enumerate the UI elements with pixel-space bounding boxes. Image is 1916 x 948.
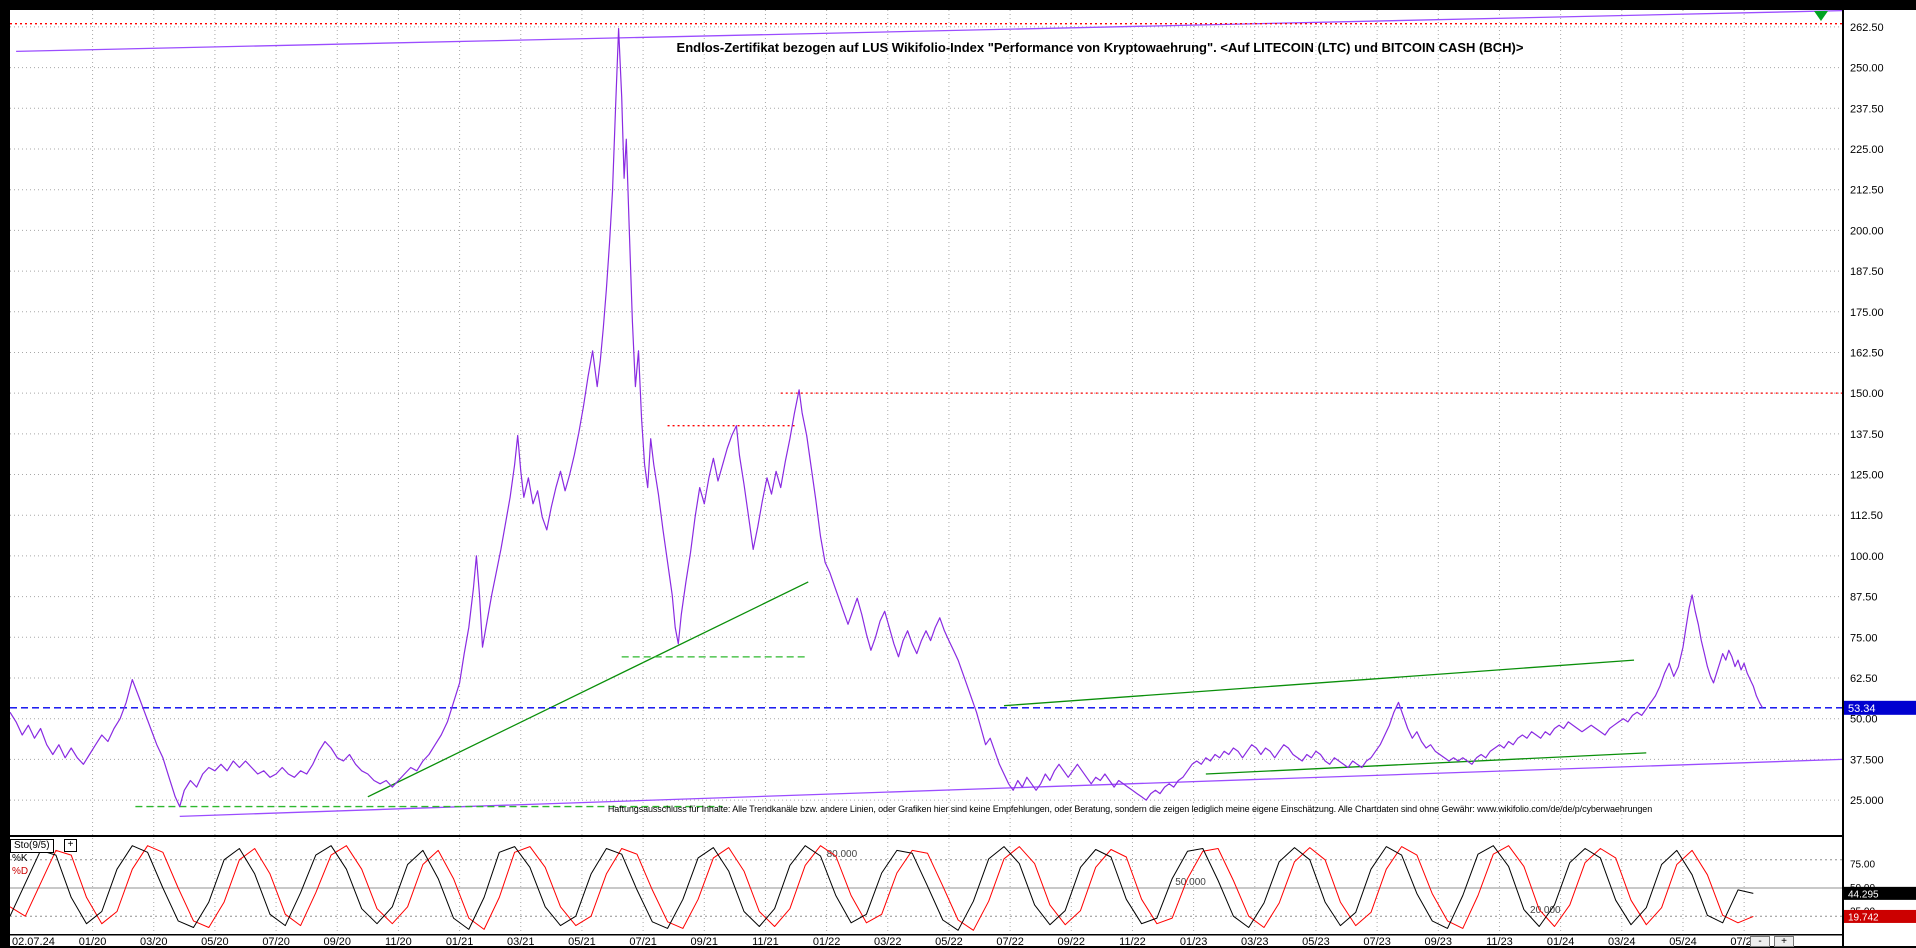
indicator-expand-button[interactable]: +: [64, 839, 77, 852]
svg-text:75.00: 75.00: [1850, 632, 1878, 644]
stochastic-d-label: %D: [12, 866, 29, 877]
gridlines: [10, 10, 1842, 935]
svg-text:50.00: 50.00: [1850, 714, 1878, 726]
chart-title: Endlos-Zertifikat bezogen auf LUS Wikifo…: [676, 40, 1524, 55]
stochastic-level-label: 20.000: [1530, 905, 1561, 916]
svg-text:07/20: 07/20: [262, 936, 290, 948]
svg-text:09/20: 09/20: [323, 936, 351, 948]
svg-text:01/23: 01/23: [1180, 936, 1208, 948]
svg-text:200.00: 200.00: [1850, 225, 1884, 237]
disclaimer-text: Haftungsausschluss für Inhalte: Alle Tre…: [607, 804, 1653, 814]
svg-text:05/20: 05/20: [201, 936, 229, 948]
svg-text:07/22: 07/22: [996, 936, 1024, 948]
svg-text:37.500: 37.500: [1850, 754, 1884, 766]
svg-text:125.00: 125.00: [1850, 470, 1884, 482]
svg-text:09/23: 09/23: [1425, 936, 1453, 948]
x-axis-labels: 01/20 03/20 05/20 07/20 09/20 11/20 01/21 03/21…: [79, 936, 1758, 948]
svg-text:175.00: 175.00: [1850, 307, 1884, 319]
svg-text:09/21: 09/21: [690, 936, 718, 948]
svg-text:03/22: 03/22: [874, 936, 902, 948]
svg-text:19.742: 19.742: [1848, 912, 1879, 923]
svg-text:44.295: 44.295: [1848, 889, 1879, 900]
chart-plot-area[interactable]: [10, 10, 1842, 946]
stochastic-level-label: 50.000: [1175, 877, 1206, 888]
svg-text:75.00: 75.00: [1850, 860, 1875, 871]
stochastic-k-value-box: 44.295: [1844, 886, 1916, 900]
svg-text:62.50: 62.50: [1850, 673, 1878, 685]
svg-text:25.000: 25.000: [1850, 795, 1884, 807]
svg-text:01/21: 01/21: [446, 936, 474, 948]
svg-text:03/23: 03/23: [1241, 936, 1269, 948]
line-uptrend-lower-2022-2024: [1205, 752, 1647, 775]
svg-text:11/23: 11/23: [1486, 936, 1513, 948]
svg-text:05/24: 05/24: [1669, 936, 1697, 948]
svg-text:162.50: 162.50: [1850, 347, 1884, 359]
svg-text:87.50: 87.50: [1850, 592, 1878, 604]
x-axis-line: [10, 934, 1842, 936]
svg-text:225.00: 225.00: [1850, 144, 1884, 156]
svg-text:05/22: 05/22: [935, 936, 963, 948]
panel-separator: [10, 835, 1842, 837]
svg-text:03/21: 03/21: [507, 936, 535, 948]
svg-text:212.50: 212.50: [1850, 185, 1884, 197]
svg-text:11/22: 11/22: [1119, 936, 1146, 948]
svg-text:01/20: 01/20: [79, 936, 107, 948]
line-uptrend-2020-2022: [367, 581, 809, 798]
zoom-out-button[interactable]: -: [1750, 936, 1770, 947]
svg-text:03/24: 03/24: [1608, 936, 1636, 948]
svg-text:137.50: 137.50: [1850, 429, 1884, 441]
svg-text:112.50: 112.50: [1850, 510, 1883, 522]
stochastic-series-k: [10, 845, 1754, 931]
stochastic-series-d: [10, 845, 1754, 931]
svg-text:11/20: 11/20: [385, 936, 412, 948]
trend-lines: [10, 10, 1842, 818]
svg-text:03/20: 03/20: [140, 936, 168, 948]
stochastic-k-label: %K: [12, 853, 28, 864]
svg-text:100.00: 100.00: [1850, 551, 1884, 563]
svg-text:09/22: 09/22: [1058, 936, 1086, 948]
zoom-controls: - +: [1750, 936, 1794, 947]
indicator-label[interactable]: Sto(9/5): [10, 839, 54, 853]
zoom-in-button[interactable]: +: [1774, 936, 1794, 947]
svg-text:262.50: 262.50: [1850, 22, 1884, 34]
svg-text:01/24: 01/24: [1547, 936, 1575, 948]
price-series: [10, 28, 1764, 808]
line-upper-channel: [16, 10, 1842, 52]
price-axis-labels: 262.50 250.00 237.50 225.00 212.50 200.00 187.…: [1850, 22, 1884, 807]
svg-text:237.50: 237.50: [1850, 103, 1884, 115]
svg-text:05/21: 05/21: [568, 936, 596, 948]
stochastic-levels: 80.000 50.000 20.000: [10, 849, 1842, 917]
svg-text:187.50: 187.50: [1850, 266, 1884, 278]
svg-text:11/21: 11/21: [752, 936, 779, 948]
price-axis[interactable]: [1844, 10, 1916, 946]
svg-text:250.00: 250.00: [1850, 63, 1884, 75]
svg-text:05/23: 05/23: [1302, 936, 1330, 948]
svg-text:150.00: 150.00: [1850, 388, 1884, 400]
svg-text:07/21: 07/21: [629, 936, 657, 948]
svg-text:01/22: 01/22: [813, 936, 841, 948]
line-uptrend-2022-2024: [1003, 659, 1635, 707]
stochastic-level-label: 80.000: [827, 849, 858, 860]
last-price-tag: 53.34: [1844, 700, 1916, 715]
direction-marker-icon: [1814, 11, 1828, 21]
x-axis-start-date: 02.07.24: [12, 936, 55, 948]
svg-text:53.34: 53.34: [1848, 703, 1876, 715]
svg-text:07/23: 07/23: [1363, 936, 1391, 948]
stochastic-d-value-box: 19.742: [1844, 909, 1916, 923]
